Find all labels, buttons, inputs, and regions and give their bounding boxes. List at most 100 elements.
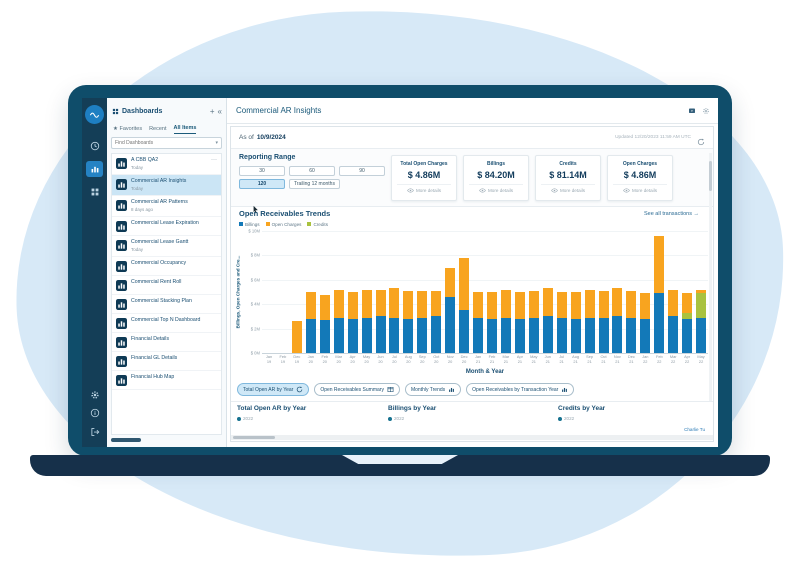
bar-segment-billings[interactable]: [333, 317, 344, 353]
sidebar-scrollbar-thumb[interactable]: [111, 438, 141, 442]
sidebar-item-commercial-top-n-dashboard[interactable]: Commercial Top N Dashboard: [112, 314, 221, 333]
range-button-trailing-12-months[interactable]: Trailing 12 months: [289, 179, 340, 189]
bar-segment-open-charges[interactable]: [319, 294, 330, 321]
bar-segment-open-charges[interactable]: [500, 289, 511, 318]
bar-segment-open-charges[interactable]: [682, 293, 693, 313]
dashboards-icon[interactable]: [86, 161, 103, 177]
sidebar-item-commercial-lease-gantt[interactable]: Commercial Lease Gantt Today: [112, 236, 221, 257]
bar-segment-billings[interactable]: [445, 296, 456, 353]
vertical-scrollbar-thumb[interactable]: [709, 161, 712, 191]
more-details-link[interactable]: More details: [608, 188, 672, 193]
bar-segment-open-charges[interactable]: [347, 292, 358, 319]
bar-segment-billings[interactable]: [626, 317, 637, 353]
bar-segment-open-charges[interactable]: [389, 288, 400, 318]
range-button-30[interactable]: 30: [239, 166, 285, 176]
bar-segment-open-charges[interactable]: [696, 289, 707, 294]
logout-icon[interactable]: [86, 424, 103, 440]
search-chevron-icon[interactable]: ▾: [215, 140, 218, 146]
bar-segment-credits[interactable]: [696, 293, 707, 318]
bar-segment-billings[interactable]: [305, 318, 316, 353]
sidebar-item-financial-details[interactable]: Financial Details: [112, 333, 221, 352]
bar-segment-billings[interactable]: [459, 310, 470, 353]
more-details-link[interactable]: More details: [464, 188, 528, 193]
horizontal-scrollbar-thumb[interactable]: [233, 436, 275, 439]
refresh-icon[interactable]: [697, 133, 705, 151]
sidebar-item-financial-gl-details[interactable]: Financial GL Details: [112, 352, 221, 371]
present-icon[interactable]: [688, 107, 696, 115]
apps-grid-icon[interactable]: [86, 184, 103, 200]
bar-segment-open-charges[interactable]: [542, 288, 553, 317]
bar-segment-open-charges[interactable]: [403, 290, 414, 319]
sidebar-item-commercial-ar-patterns[interactable]: Commercial AR Patterns 8 days ago: [112, 196, 221, 217]
bar-segment-open-charges[interactable]: [668, 289, 679, 317]
bar-segment-open-charges[interactable]: [291, 321, 302, 353]
bar-segment-open-charges[interactable]: [556, 292, 567, 318]
sidebar-item-commercial-stacking-plan[interactable]: Commercial Stacking Plan: [112, 295, 221, 314]
bar-segment-credits[interactable]: [682, 312, 693, 319]
bar-segment-billings[interactable]: [473, 317, 484, 353]
bar-segment-billings[interactable]: [570, 318, 581, 353]
gear-icon[interactable]: [702, 107, 710, 115]
bar-segment-open-charges[interactable]: [431, 290, 442, 317]
bar-segment-billings[interactable]: [598, 317, 609, 353]
bar-segment-billings[interactable]: [556, 317, 567, 353]
search-box[interactable]: ▾: [111, 137, 222, 149]
bar-segment-open-charges[interactable]: [654, 235, 665, 294]
app-logo-avatar[interactable]: [85, 105, 104, 124]
sidebar-item-commercial-occupancy[interactable]: Commercial Occupancy: [112, 257, 221, 276]
bar-segment-open-charges[interactable]: [445, 267, 456, 297]
bar-segment-open-charges[interactable]: [528, 290, 539, 318]
bar-segment-open-charges[interactable]: [333, 289, 344, 318]
collapse-sidebar-button[interactable]: «: [217, 106, 222, 116]
bar-segment-open-charges[interactable]: [598, 290, 609, 318]
toolbar-pill-total-open-ar-by-year[interactable]: Total Open AR by Year: [237, 383, 310, 396]
vertical-scrollbar[interactable]: [709, 153, 712, 401]
see-all-transactions-link[interactable]: See all transactions →: [643, 211, 699, 217]
sidebar-item-financial-hub-map[interactable]: Financial Hub Map: [112, 371, 221, 390]
bar-segment-open-charges[interactable]: [584, 289, 595, 318]
item-menu-icon[interactable]: ···: [211, 157, 217, 163]
tab-favorites[interactable]: ★ Favorites: [113, 126, 143, 132]
bar-segment-open-charges[interactable]: [459, 257, 470, 311]
bar-segment-billings[interactable]: [500, 317, 511, 353]
bar-segment-billings[interactable]: [403, 318, 414, 353]
bar-segment-billings[interactable]: [668, 316, 679, 353]
sidebar-item-commercial-lease-expiration[interactable]: Commercial Lease Expiration: [112, 217, 221, 236]
toolbar-pill-open-receivables-by-transaction-year[interactable]: Open Receivables by Transaction Year: [466, 383, 575, 396]
bar-segment-billings[interactable]: [347, 318, 358, 353]
recent-icon[interactable]: [86, 138, 103, 154]
bar-segment-open-charges[interactable]: [305, 292, 316, 319]
more-details-link[interactable]: More details: [392, 188, 456, 193]
bar-segment-billings[interactable]: [528, 317, 539, 353]
more-details-link[interactable]: More details: [536, 188, 600, 193]
bar-segment-open-charges[interactable]: [487, 292, 497, 319]
bar-segment-billings[interactable]: [654, 293, 665, 353]
bar-segment-billings[interactable]: [682, 318, 693, 353]
bar-segment-open-charges[interactable]: [612, 288, 623, 317]
bar-segment-billings[interactable]: [514, 318, 525, 353]
tab-all-items[interactable]: All Items: [173, 125, 197, 134]
bar-segment-billings[interactable]: [431, 316, 442, 353]
toolbar-pill-monthly-trends[interactable]: Monthly Trends: [404, 383, 462, 396]
sidebar-item-a-cbb-qa2[interactable]: A CBB QA2 Today ···: [112, 154, 221, 175]
toolbar-pill-open-receivables-summary[interactable]: Open Receivables Summary: [314, 383, 400, 396]
sidebar-item-commercial-rent-roll[interactable]: Commercial Rent Roll: [112, 276, 221, 295]
bar-segment-billings[interactable]: [640, 318, 651, 353]
info-icon[interactable]: [86, 405, 103, 421]
bar-segment-open-charges[interactable]: [361, 289, 372, 318]
bar-segment-billings[interactable]: [361, 317, 372, 353]
bar-segment-open-charges[interactable]: [514, 292, 525, 319]
range-button-90[interactable]: 90: [339, 166, 385, 176]
bar-segment-billings[interactable]: [542, 316, 553, 353]
bar-segment-billings[interactable]: [375, 316, 386, 353]
tab-recent[interactable]: Recent: [149, 126, 167, 132]
bar-segment-billings[interactable]: [417, 317, 428, 353]
bar-segment-billings[interactable]: [696, 317, 707, 353]
bar-segment-open-charges[interactable]: [570, 292, 581, 319]
bar-segment-billings[interactable]: [389, 317, 400, 353]
bar-segment-open-charges[interactable]: [640, 293, 651, 319]
bar-segment-open-charges[interactable]: [473, 292, 484, 318]
range-button-120[interactable]: 120: [239, 179, 285, 189]
bar-segment-open-charges[interactable]: [417, 290, 428, 318]
bar-segment-billings[interactable]: [487, 318, 497, 353]
